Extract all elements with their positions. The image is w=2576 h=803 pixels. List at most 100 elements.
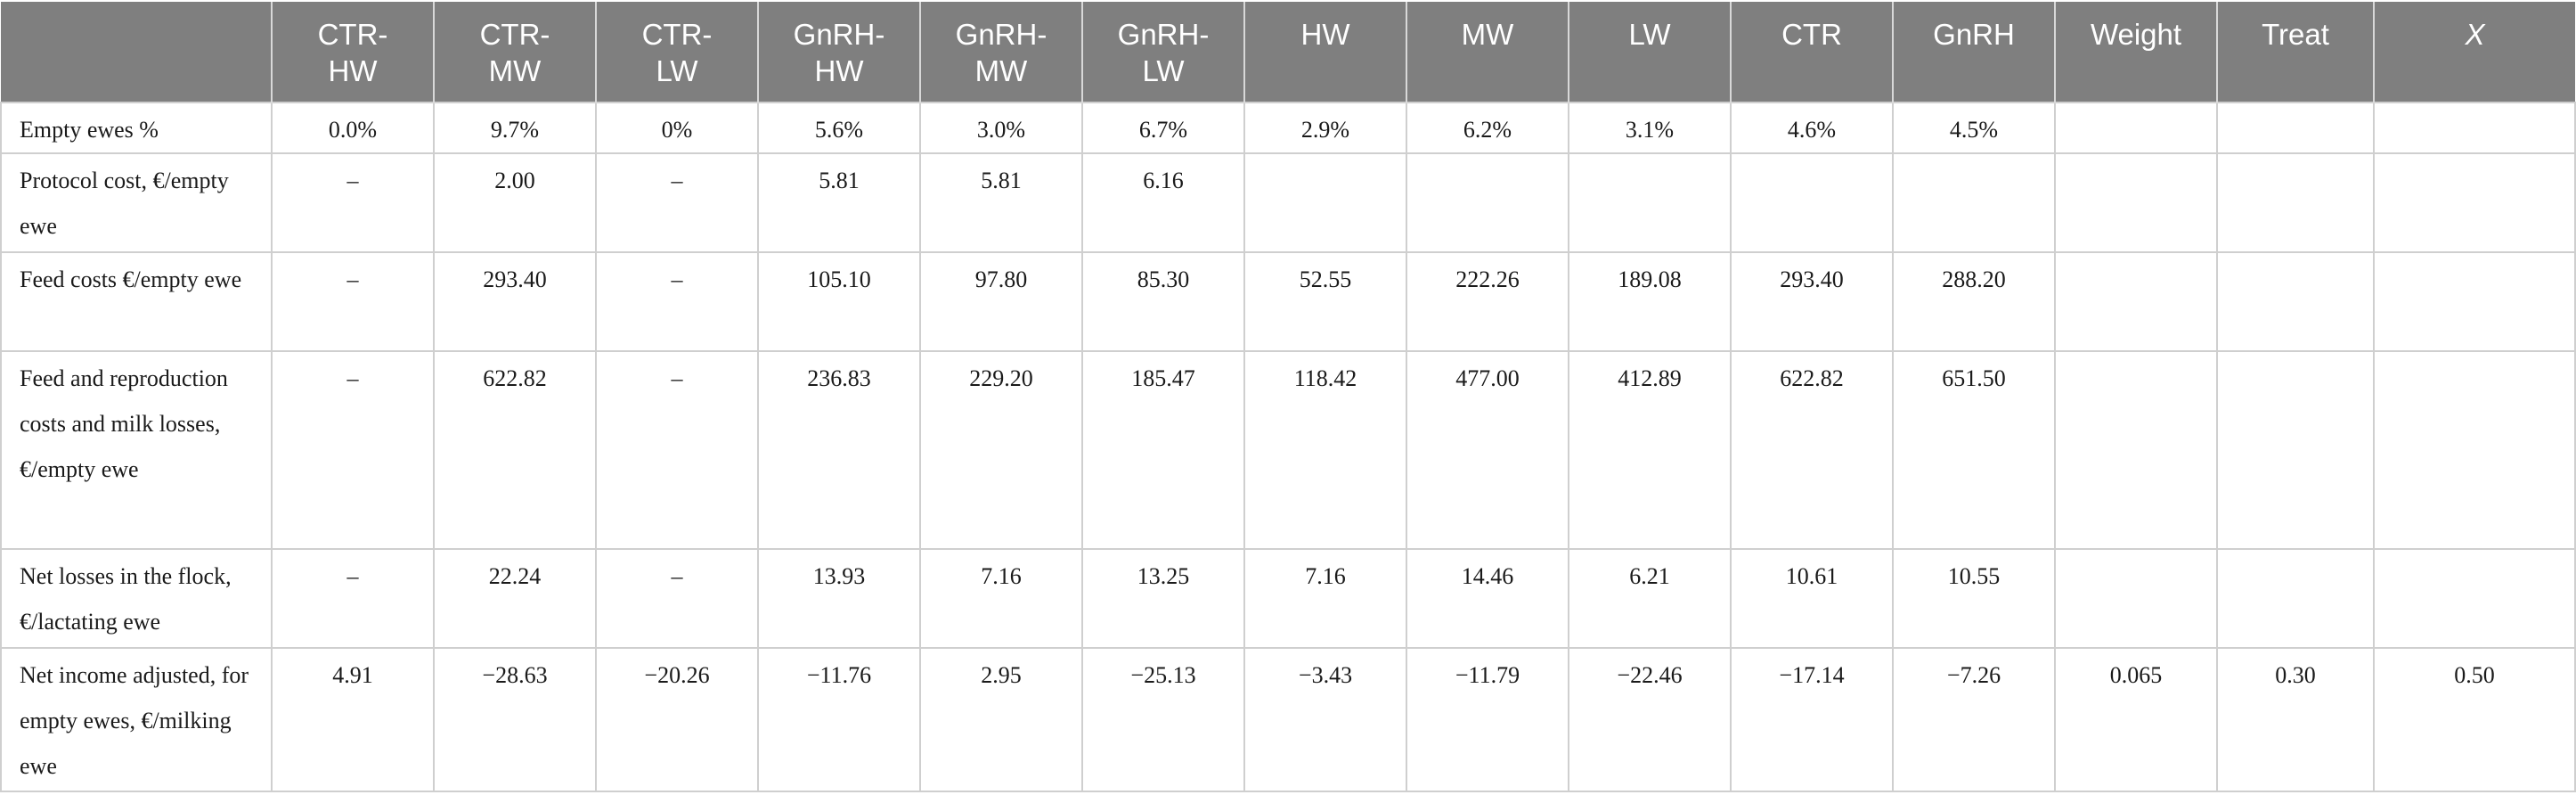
row-label-protocol-cost: Protocol cost, €/empty ewe: [0, 152, 273, 253]
table-cell-protocol-cost-ctr-mw: 2.00: [433, 152, 597, 253]
row-label-net-losses: Net losses in the flock, €/lactating ewe: [0, 548, 273, 649]
table-cell-net-income-adjusted-mw: −11.79: [1406, 647, 1569, 792]
table-cell-net-income-adjusted-gnrh-lw: −25.13: [1081, 647, 1245, 792]
table-cell-feed-costs-gnrh-mw: 97.80: [919, 251, 1083, 352]
table-cell-net-income-adjusted-ctr: −17.14: [1730, 647, 1894, 792]
table-row-net-income-adjusted: Net income adjusted, for empty ewes, €/m…: [0, 647, 2576, 792]
table-cell-net-income-adjusted-ctr-lw: −20.26: [595, 647, 759, 792]
table-cell-net-income-adjusted-lw: −22.46: [1568, 647, 1732, 792]
table-cell-net-losses-ctr: 10.61: [1730, 548, 1894, 649]
table-cell-protocol-cost-ctr: [1730, 152, 1894, 253]
header-cell-gnrh-hw: GnRH- HW: [757, 2, 920, 102]
row-label-net-income-adjusted: Net income adjusted, for empty ewes, €/m…: [0, 647, 273, 792]
table-cell-feed-and-reproduction-costs-gnrh-lw: 185.47: [1081, 350, 1245, 550]
table-cell-net-income-adjusted-weight: 0.065: [2054, 647, 2218, 792]
table-cell-feed-and-reproduction-costs-weight: [2054, 350, 2218, 550]
table-cell-net-losses-ctr-mw: 22.24: [433, 548, 597, 649]
table-cell-protocol-cost-mw: [1406, 152, 1569, 253]
table-cell-feed-and-reproduction-costs-gnrh: 651.50: [1892, 350, 2056, 550]
row-label-feed-costs: Feed costs €/empty ewe: [0, 251, 273, 352]
table-cell-net-income-adjusted-ctr-hw: 4.91: [271, 647, 435, 792]
table-cell-net-losses-lw: 6.21: [1568, 548, 1732, 649]
table-cell-protocol-cost-gnrh-hw: 5.81: [757, 152, 921, 253]
table-cell-feed-and-reproduction-costs-lw: 412.89: [1568, 350, 1732, 550]
table-cell-net-losses-x: [2373, 548, 2576, 649]
table-cell-empty-ewes-mw: 6.2%: [1406, 102, 1569, 154]
header-cell-mw: MW: [1406, 2, 1569, 102]
table-cell-net-losses-gnrh-lw: 13.25: [1081, 548, 1245, 649]
table-cell-net-income-adjusted-hw: −3.43: [1243, 647, 1407, 792]
table-cell-protocol-cost-x: [2373, 152, 2576, 253]
table-cell-empty-ewes-gnrh-hw: 5.6%: [757, 102, 921, 154]
table-row-feed-and-reproduction-costs: Feed and reproduction costs and milk los…: [0, 350, 2576, 550]
table-cell-net-losses-ctr-lw: –: [595, 548, 759, 649]
table-cell-net-losses-hw: 7.16: [1243, 548, 1407, 649]
header-cell-ctr: CTR: [1730, 2, 1893, 102]
table-cell-net-losses-weight: [2054, 548, 2218, 649]
table-cell-feed-and-reproduction-costs-gnrh-hw: 236.83: [757, 350, 921, 550]
table-cell-feed-and-reproduction-costs-x: [2373, 350, 2576, 550]
header-cell-ctr-hw-part2: HW: [328, 54, 378, 87]
table-cell-empty-ewes-treat: [2216, 102, 2375, 154]
table-cell-net-losses-treat: [2216, 548, 2375, 649]
table-cell-net-income-adjusted-gnrh-hw: −11.76: [757, 647, 921, 792]
table-cell-empty-ewes-ctr-hw: 0.0%: [271, 102, 435, 154]
table-row-empty-ewes: Empty ewes % 0.0% 9.7% 0% 5.6% 3.0% 6.7% 2.9% 6.…: [0, 102, 2576, 154]
table-cell-protocol-cost-treat: [2216, 152, 2375, 253]
header-cell-ctr-lw: CTR- LW: [595, 2, 758, 102]
header-cell-ctr-mw: CTR- MW: [433, 2, 596, 102]
table-cell-empty-ewes-gnrh-mw: 3.0%: [919, 102, 1083, 154]
table-row-protocol-cost: Protocol cost, €/empty ewe –2.00–5.81 5.81…: [0, 152, 2576, 253]
row-label-feed-and-reproduction-costs: Feed and reproduction costs and milk los…: [0, 350, 273, 550]
table-cell-feed-costs-ctr-mw: 293.40: [433, 251, 597, 352]
header-cell-hw: HW: [1243, 2, 1406, 102]
table-row-net-losses: Net losses in the flock, €/lactating ewe…: [0, 548, 2576, 649]
table-row-feed-costs: Feed costs €/empty ewe –293.40–105.10 97.8…: [0, 251, 2576, 352]
table-cell-feed-and-reproduction-costs-hw: 118.42: [1243, 350, 1407, 550]
table-body: Empty ewes % 0.0% 9.7% 0% 5.6% 3.0% 6.7% 2.9% 6.…: [0, 102, 2576, 792]
header-cell-gnrh-mw: GnRH- MW: [919, 2, 1082, 102]
table-cell-feed-costs-gnrh-lw: 85.30: [1081, 251, 1245, 352]
table-cell-feed-and-reproduction-costs-gnrh-mw: 229.20: [919, 350, 1083, 550]
table-cell-feed-and-reproduction-costs-ctr-lw: –: [595, 350, 759, 550]
table-cell-net-income-adjusted-gnrh-mw: 2.95: [919, 647, 1083, 792]
table-cell-empty-ewes-x: [2373, 102, 2576, 154]
header-cell-gnrh-lw: GnRH- LW: [1081, 2, 1244, 102]
table-cell-feed-and-reproduction-costs-ctr: 622.82: [1730, 350, 1894, 550]
table-cell-feed-and-reproduction-costs-ctr-mw: 622.82: [433, 350, 597, 550]
table-cell-feed-costs-weight: [2054, 251, 2218, 352]
table-cell-net-losses-ctr-hw: –: [271, 548, 435, 649]
table-cell-net-losses-gnrh-hw: 13.93: [757, 548, 921, 649]
table-cell-feed-costs-gnrh-hw: 105.10: [757, 251, 921, 352]
table-cell-feed-costs-treat: [2216, 251, 2375, 352]
table-cell-protocol-cost-weight: [2054, 152, 2218, 253]
header-cell-gnrh-lw-part2: LW: [1142, 54, 1185, 87]
table-cell-protocol-cost-hw: [1243, 152, 1407, 253]
header-cell-ctr-hw: CTR- HW: [271, 2, 434, 102]
header-cell-x: X: [2373, 2, 2575, 102]
table-cell-protocol-cost-gnrh-mw: 5.81: [919, 152, 1083, 253]
header-cell-gnrh-mw-part2: MW: [974, 54, 1028, 87]
header-cell-gnrh-hw-part2: HW: [814, 54, 864, 87]
table-cell-protocol-cost-ctr-hw: –: [271, 152, 435, 253]
header-row: CTR- HW CTR- MW CTR- LW GnRH- HW GnRH- MW GnR…: [1, 2, 2575, 102]
table-cell-net-losses-mw: 14.46: [1406, 548, 1569, 649]
table-cell-feed-costs-hw: 52.55: [1243, 251, 1407, 352]
table-cell-net-income-adjusted-x: 0.50: [2373, 647, 2576, 792]
table-cell-feed-costs-ctr-lw: –: [595, 251, 759, 352]
table-cell-feed-costs-mw: 222.26: [1406, 251, 1569, 352]
table-cell-feed-and-reproduction-costs-mw: 477.00: [1406, 350, 1569, 550]
table-cell-feed-and-reproduction-costs-treat: [2216, 350, 2375, 550]
table-cell-empty-ewes-ctr-mw: 9.7%: [433, 102, 597, 154]
table-cell-net-losses-gnrh-mw: 7.16: [919, 548, 1083, 649]
table-cell-feed-costs-gnrh: 288.20: [1892, 251, 2056, 352]
table-cell-feed-costs-ctr-hw: –: [271, 251, 435, 352]
header-cell-lw: LW: [1568, 2, 1731, 102]
table-cell-empty-ewes-gnrh: 4.5%: [1892, 102, 2056, 154]
table-cell-protocol-cost-gnrh: [1892, 152, 2056, 253]
table-cell-net-income-adjusted-gnrh: −7.26: [1892, 647, 2056, 792]
table-cell-feed-costs-ctr: 293.40: [1730, 251, 1894, 352]
table-cell-protocol-cost-gnrh-lw: 6.16: [1081, 152, 1245, 253]
row-label-empty-ewes: Empty ewes %: [0, 102, 273, 154]
